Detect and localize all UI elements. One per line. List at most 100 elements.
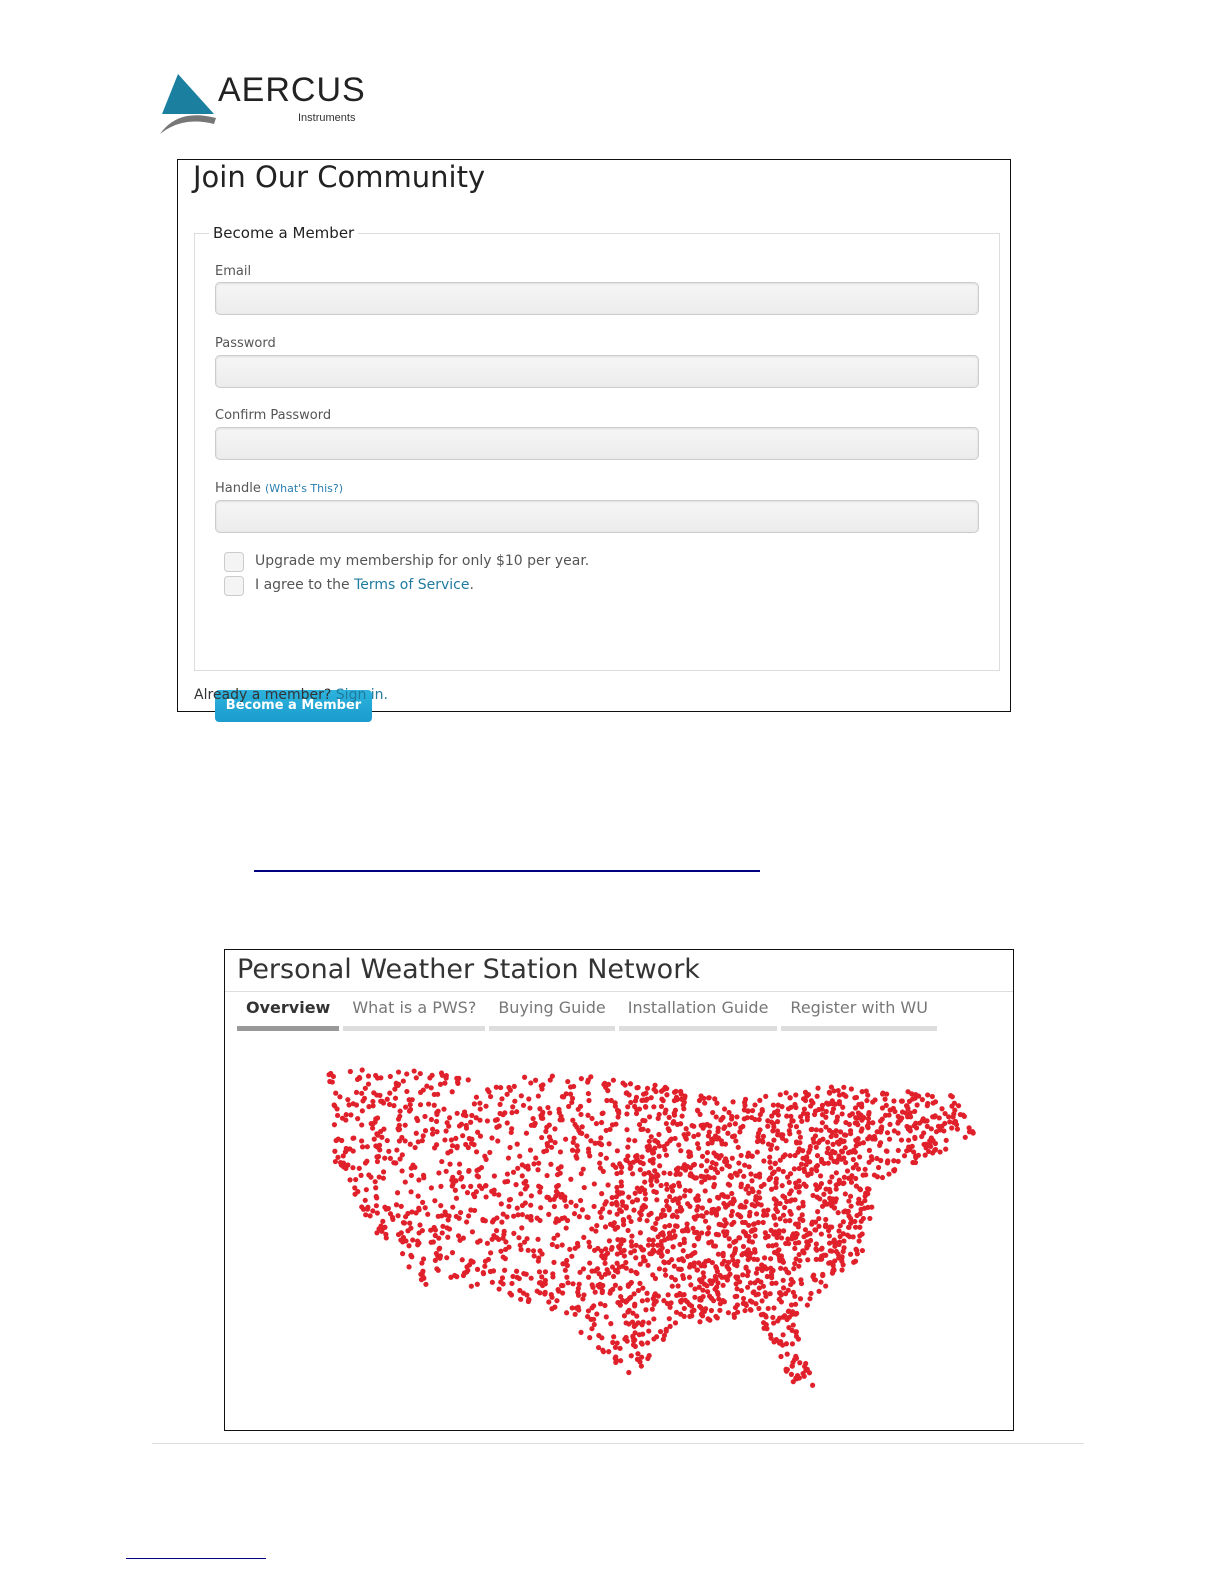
station-dot xyxy=(519,1173,525,1179)
station-dot xyxy=(823,1108,829,1115)
station-dot xyxy=(596,1271,602,1277)
station-dot xyxy=(408,1172,415,1179)
station-dot xyxy=(805,1091,812,1098)
station-dot xyxy=(408,1189,414,1195)
station-dot xyxy=(608,1246,615,1252)
station-dot xyxy=(597,1301,604,1307)
station-dot xyxy=(487,1149,493,1156)
station-dot xyxy=(504,1120,510,1126)
station-dot xyxy=(491,1173,497,1179)
upgrade-checkbox[interactable] xyxy=(224,552,244,572)
station-dot xyxy=(610,1077,616,1083)
station-dot xyxy=(833,1240,839,1246)
confirm-password-input[interactable] xyxy=(215,427,979,460)
station-dot xyxy=(482,1263,488,1269)
station-dot xyxy=(606,1238,613,1244)
handle-input[interactable] xyxy=(215,500,979,533)
station-dot xyxy=(757,1097,763,1103)
station-dot xyxy=(355,1116,361,1122)
station-dot xyxy=(910,1159,916,1166)
station-dot xyxy=(757,1195,763,1201)
station-dot xyxy=(939,1106,945,1112)
station-dot xyxy=(373,1116,379,1122)
station-dot xyxy=(658,1182,664,1189)
station-dot xyxy=(407,1220,413,1226)
station-dot xyxy=(511,1230,517,1236)
station-dot xyxy=(606,1141,612,1147)
station-dot xyxy=(738,1152,744,1159)
station-dot xyxy=(459,1174,465,1181)
station-dot xyxy=(836,1180,842,1187)
station-dot xyxy=(513,1182,519,1188)
tab-overview[interactable]: Overview xyxy=(237,998,340,1031)
station-dot xyxy=(834,1117,840,1123)
station-dot xyxy=(416,1177,422,1183)
station-dot xyxy=(573,1203,579,1209)
station-dot xyxy=(461,1109,468,1115)
station-dot xyxy=(656,1111,662,1118)
station-dot xyxy=(775,1248,781,1254)
station-dot xyxy=(618,1208,625,1215)
password-input[interactable] xyxy=(215,355,979,388)
station-dot xyxy=(796,1189,802,1195)
tab-buying-guide[interactable]: Buying Guide xyxy=(489,998,615,1031)
station-dot xyxy=(770,1314,776,1321)
station-dot xyxy=(664,1300,670,1307)
terms-checkbox[interactable] xyxy=(224,576,244,596)
station-dot xyxy=(606,1349,612,1355)
station-dot xyxy=(359,1122,365,1128)
station-dot xyxy=(528,1217,534,1223)
station-dot xyxy=(765,1118,771,1124)
station-dot xyxy=(748,1250,754,1256)
station-dot xyxy=(454,1110,460,1116)
sign-in-link[interactable]: Sign in. xyxy=(335,687,388,703)
station-dot xyxy=(559,1290,566,1296)
station-dot xyxy=(702,1188,708,1194)
station-dot xyxy=(725,1273,731,1280)
station-dot xyxy=(578,1329,584,1335)
station-dot xyxy=(566,1103,572,1110)
station-dot xyxy=(572,1121,578,1128)
terms-link[interactable]: Terms of Service xyxy=(354,577,470,593)
station-dot xyxy=(422,1205,428,1211)
station-dot xyxy=(705,1141,711,1147)
station-dot xyxy=(913,1153,919,1159)
station-dot xyxy=(544,1194,550,1200)
become-member-button[interactable]: Become a Member xyxy=(215,690,372,722)
station-dot xyxy=(536,1269,543,1275)
station-dot xyxy=(961,1113,967,1119)
station-dot xyxy=(707,1317,713,1323)
station-dot xyxy=(932,1146,939,1153)
whats-this-link[interactable]: (What's This?) xyxy=(264,482,344,495)
station-dot xyxy=(396,1138,403,1144)
tab-what-is-pws[interactable]: What is a PWS? xyxy=(343,998,486,1031)
station-dot xyxy=(449,1089,455,1095)
station-dot xyxy=(443,1128,449,1134)
station-dot xyxy=(819,1203,826,1209)
station-dot xyxy=(746,1222,752,1228)
station-dot xyxy=(679,1297,685,1303)
station-dot xyxy=(849,1149,855,1155)
station-dot xyxy=(735,1274,741,1280)
station-dot xyxy=(551,1235,557,1241)
station-dot xyxy=(770,1128,776,1134)
email-input[interactable] xyxy=(215,282,979,315)
tab-register-wu[interactable]: Register with WU xyxy=(781,998,937,1031)
station-dot xyxy=(759,1262,765,1268)
station-dot xyxy=(347,1177,353,1183)
hyperlink-underline[interactable] xyxy=(254,870,760,872)
station-dot xyxy=(658,1231,664,1237)
station-dot xyxy=(394,1147,400,1153)
station-dot xyxy=(432,1198,438,1204)
station-dot xyxy=(382,1224,388,1230)
station-dot xyxy=(424,1083,430,1089)
station-dot xyxy=(373,1193,379,1200)
station-dot xyxy=(406,1108,413,1114)
station-dot xyxy=(729,1221,735,1228)
station-dot xyxy=(634,1356,641,1362)
station-dot xyxy=(635,1320,641,1326)
station-dot xyxy=(922,1152,928,1158)
station-dot xyxy=(441,1106,447,1112)
tab-installation-guide[interactable]: Installation Guide xyxy=(618,998,778,1031)
station-dot xyxy=(580,1296,586,1302)
